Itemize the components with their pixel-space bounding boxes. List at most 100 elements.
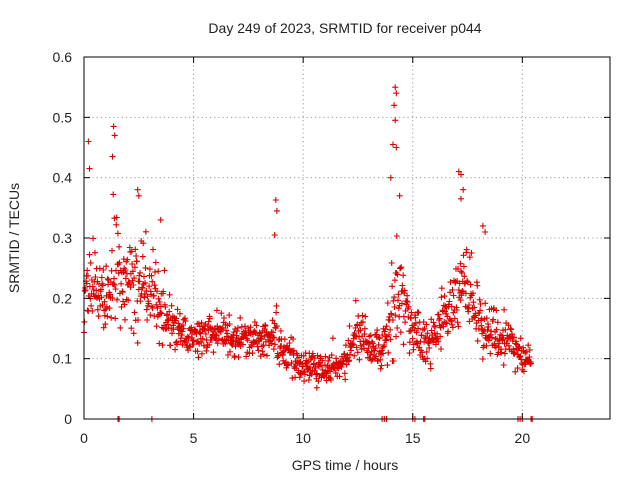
data-point: [428, 316, 435, 323]
data-markers: [81, 84, 536, 422]
data-point: [131, 264, 138, 271]
data-point: [456, 280, 463, 287]
data-point: [487, 350, 494, 357]
data-point: [427, 365, 434, 372]
data-point: [225, 352, 231, 358]
data-point: [483, 332, 489, 339]
data-point: [135, 317, 141, 323]
data-point: [449, 324, 456, 331]
y-tick-label: 0.5: [53, 109, 73, 125]
data-point: [464, 278, 471, 284]
data-point: [267, 337, 274, 344]
data-point: [394, 325, 401, 331]
data-point: [238, 323, 245, 330]
data-point: [195, 320, 202, 327]
data-point: [500, 334, 507, 341]
data-point: [202, 331, 209, 337]
data-point: [109, 153, 116, 160]
data-point: [424, 355, 431, 362]
data-point: [135, 286, 142, 293]
data-point: [173, 315, 180, 322]
data-point: [106, 305, 113, 312]
data-point: [281, 336, 288, 343]
data-point: [160, 288, 167, 295]
data-point: [377, 356, 384, 363]
data-point: [388, 311, 395, 318]
data-point: [402, 319, 409, 326]
data-point: [398, 264, 405, 271]
data-point: [259, 348, 266, 355]
data-point: [406, 339, 413, 346]
data-point: [455, 323, 462, 330]
data-point: [393, 333, 399, 340]
data-point: [84, 267, 91, 274]
data-point: [412, 314, 419, 321]
data-point: [98, 274, 105, 281]
data-point: [460, 252, 467, 259]
data-point: [126, 279, 133, 286]
data-point: [227, 348, 233, 355]
data-point: [174, 341, 181, 348]
data-point: [421, 338, 428, 345]
data-point: [393, 144, 400, 151]
data-point: [237, 314, 244, 321]
data-point: [257, 335, 264, 342]
data-point: [89, 307, 96, 314]
x-tick-label: 20: [515, 430, 531, 446]
data-point: [441, 293, 448, 300]
data-point: [278, 343, 285, 349]
data-point: [132, 246, 139, 253]
data-point: [410, 346, 417, 353]
data-point: [122, 267, 129, 273]
data-point: [151, 313, 158, 319]
data-point: [314, 352, 321, 359]
data-point: [113, 214, 120, 221]
data-point: [150, 292, 157, 299]
data-point: [271, 341, 278, 348]
data-point: [205, 318, 212, 325]
data-point: [361, 325, 368, 332]
y-axis-label: SRMTID / TECUs: [6, 183, 22, 293]
data-point: [178, 335, 184, 342]
data-point: [387, 174, 394, 181]
data-point: [243, 353, 250, 360]
data-point: [166, 291, 173, 298]
data-point: [161, 267, 168, 274]
data-point: [474, 337, 481, 344]
data-point: [387, 326, 394, 333]
data-point: [101, 298, 108, 305]
data-point: [157, 216, 164, 223]
data-point: [92, 274, 99, 280]
data-point: [122, 316, 128, 323]
data-point: [501, 306, 508, 313]
data-point: [147, 312, 154, 319]
data-point: [361, 331, 368, 338]
data-point: [257, 353, 264, 360]
data-point: [443, 310, 450, 317]
data-point: [471, 304, 478, 311]
y-tick-label: 0.6: [53, 49, 73, 65]
data-point: [474, 282, 481, 289]
data-point: [368, 357, 375, 364]
data-point: [392, 312, 399, 319]
data-point: [217, 328, 224, 335]
data-point: [420, 319, 427, 325]
data-point: [258, 332, 265, 339]
data-point: [405, 303, 412, 310]
data-point: [404, 292, 411, 299]
data-point: [149, 278, 156, 285]
data-point: [479, 222, 486, 229]
data-point: [359, 319, 366, 326]
data-point: [378, 347, 385, 354]
data-point: [435, 338, 442, 345]
data-point: [315, 378, 322, 385]
data-point: [493, 307, 500, 314]
data-point: [426, 344, 433, 351]
data-point: [458, 195, 464, 202]
y-tick-label: 0.2: [53, 290, 73, 306]
data-point: [169, 330, 175, 337]
data-point: [401, 287, 408, 294]
data-point: [475, 325, 482, 332]
data-point: [432, 324, 439, 330]
